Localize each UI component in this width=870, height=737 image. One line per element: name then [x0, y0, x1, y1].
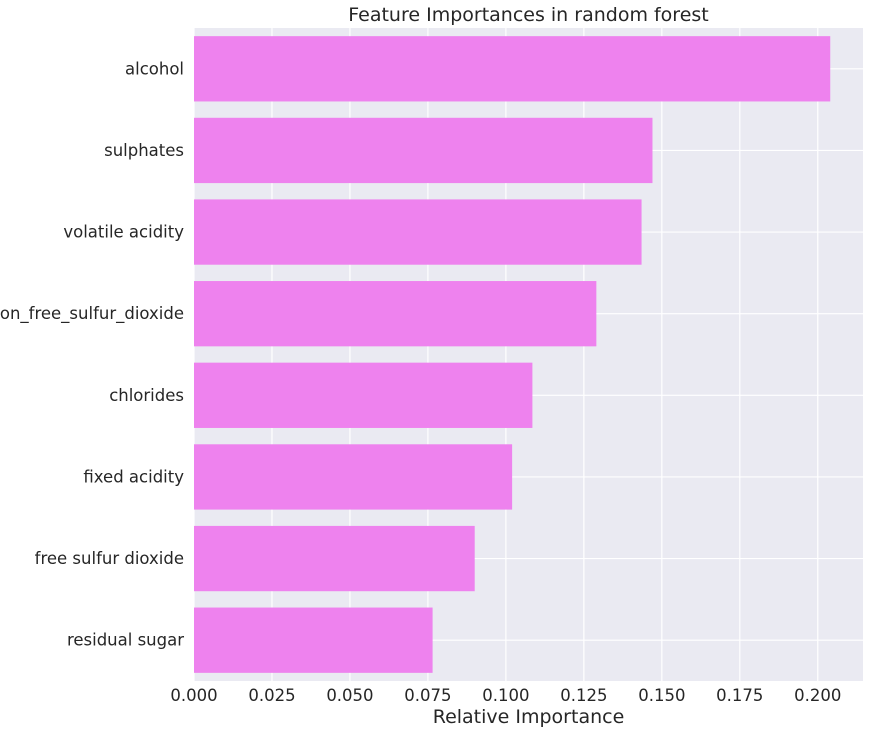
x-tick-label: 0.150	[638, 686, 685, 705]
category-label-chlorides: chlorides	[109, 386, 184, 405]
x-tick-label: 0.175	[716, 686, 763, 705]
x-tick-label: 0.075	[404, 686, 451, 705]
bar-fixed-acidity	[194, 444, 513, 510]
bar-alcohol	[194, 36, 831, 102]
chart-title: Feature Importances in random forest	[348, 4, 709, 26]
bar-sulphates	[194, 117, 653, 184]
x-tick-labels: 0.000 0.025 0.050 0.075 0.100 0.125 0.150 0.175…	[170, 686, 841, 705]
bar-free-sulfur-dioxide	[194, 525, 475, 592]
category-label-fixed-acidity: fixed acidity	[83, 467, 184, 486]
x-tick-label: 0.025	[248, 686, 295, 705]
bar-volatile-acidity	[194, 199, 642, 265]
x-tick-label: 0.100	[482, 686, 529, 705]
category-label-sulphates: sulphates	[104, 141, 184, 160]
bar-series	[194, 36, 831, 673]
category-label-free-sulfur-dioxide: free sulfur dioxide	[35, 549, 184, 568]
bar-non-free-sulfur-dioxide	[194, 281, 597, 347]
category-label-alcohol: alcohol	[125, 59, 184, 78]
category-label-volatile-acidity: volatile acidity	[63, 223, 184, 242]
x-tick-label: 0.125	[560, 686, 607, 705]
bar-residual-sugar	[194, 607, 433, 673]
x-tick-label: 0.200	[794, 686, 841, 705]
category-tick-labels: alcohol sulphates volatile acidity non_free…	[0, 59, 184, 649]
category-label-non-free-sulfur-dioxide: non_free_sulfur_dioxide	[0, 304, 184, 324]
x-tick-label: 0.050	[326, 686, 373, 705]
bar-chlorides	[194, 362, 533, 428]
x-tick-label: 0.000	[170, 686, 217, 705]
category-label-residual-sugar: residual sugar	[67, 631, 184, 650]
x-axis-label: Relative Importance	[433, 706, 625, 728]
